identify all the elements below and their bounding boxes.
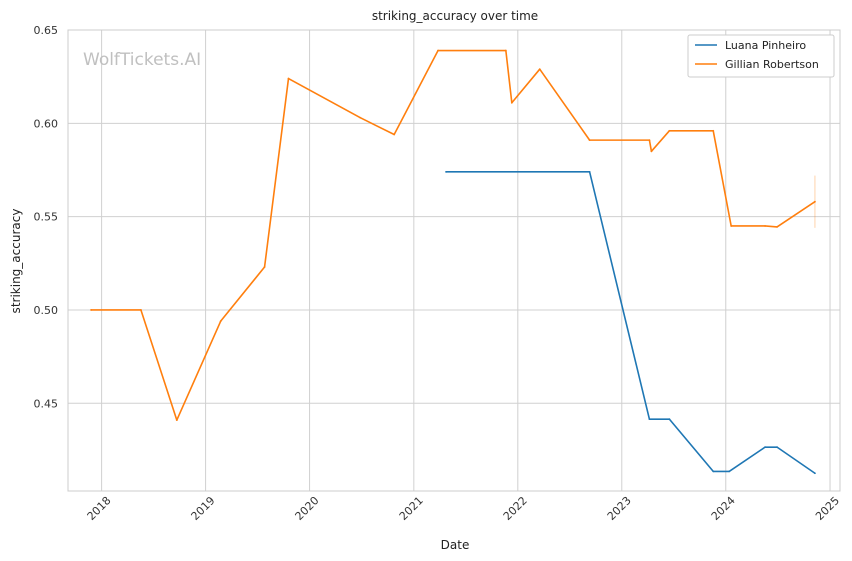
series-luana-pinheiro — [445, 170, 816, 475]
data-point-gillian-robertson — [287, 77, 290, 80]
y-tick-label: 0.50 — [34, 304, 59, 317]
data-point-gillian-robertson — [764, 225, 766, 227]
legend-box — [687, 34, 835, 78]
x-tick-labels: 2018 2019 2020 2021 2022 2023 2024 2025 — [85, 494, 842, 523]
data-point-gillian-robertson — [263, 266, 266, 268]
data-point-gillian-robertson — [712, 129, 715, 132]
data-point-gillian-robertson — [538, 68, 541, 71]
chart-title: striking_accuracy over time — [372, 9, 538, 23]
x-tick-label: 2018 — [85, 494, 114, 523]
legend-label-gillian-robertson: Gillian Robertson — [725, 58, 819, 71]
data-point-gillian-robertson — [510, 101, 513, 104]
data-point-luana-pinheiro — [712, 470, 715, 473]
data-point-luana-pinheiro — [668, 418, 671, 421]
data-point-gillian-robertson — [650, 150, 653, 153]
legend-label-luana-pinheiro: Luana Pinheiro — [725, 39, 806, 52]
data-point-gillian-robertson — [393, 133, 396, 136]
series-gillian-robertson — [90, 49, 816, 421]
data-point-gillian-robertson — [648, 139, 651, 142]
data-point-gillian-robertson — [437, 49, 439, 52]
data-point-gillian-robertson — [814, 200, 816, 203]
data-point-luana-pinheiro — [588, 170, 591, 173]
data-point-gillian-robertson — [668, 129, 671, 132]
data-point-gillian-robertson — [140, 309, 142, 311]
y-tick-label: 0.55 — [34, 211, 59, 224]
data-point-luana-pinheiro — [814, 472, 816, 475]
data-point-gillian-robertson — [175, 419, 178, 421]
data-point-gillian-robertson — [588, 139, 591, 142]
legend: Luana Pinheiro Gillian Robertson — [687, 34, 835, 78]
x-tick-label: 2025 — [813, 494, 842, 523]
data-point-luana-pinheiro — [776, 446, 778, 449]
y-tick-label: 0.45 — [34, 397, 59, 410]
data-point-gillian-robertson — [504, 49, 507, 52]
watermark: WolfTickets.AI — [83, 50, 201, 70]
y-tick-label: 0.65 — [34, 24, 59, 37]
data-point-gillian-robertson — [90, 309, 92, 311]
x-tick-label: 2021 — [397, 494, 426, 523]
y-tick-labels: 0.45 0.50 0.55 0.60 0.65 — [34, 24, 59, 410]
x-tick-label: 2022 — [501, 494, 530, 523]
data-point-gillian-robertson — [730, 225, 733, 227]
data-point-luana-pinheiro — [445, 170, 447, 173]
plot-frame — [67, 29, 841, 492]
data-point-gillian-robertson — [359, 116, 362, 119]
x-tick-label: 2020 — [293, 494, 322, 523]
series-layer — [90, 49, 816, 475]
x-tick-label: 2024 — [709, 494, 738, 523]
plot-background — [68, 30, 840, 491]
data-point-luana-pinheiro — [648, 418, 651, 421]
x-tick-label: 2023 — [605, 494, 634, 523]
data-point-gillian-robertson — [776, 226, 778, 228]
x-tick-label: 2019 — [189, 494, 218, 523]
y-axis-label: striking_accuracy — [9, 209, 23, 314]
data-point-gillian-robertson — [219, 320, 222, 323]
y-tick-label: 0.60 — [34, 117, 59, 130]
data-point-luana-pinheiro — [728, 470, 731, 473]
x-axis-label: Date — [441, 538, 470, 552]
data-point-luana-pinheiro — [764, 446, 766, 449]
